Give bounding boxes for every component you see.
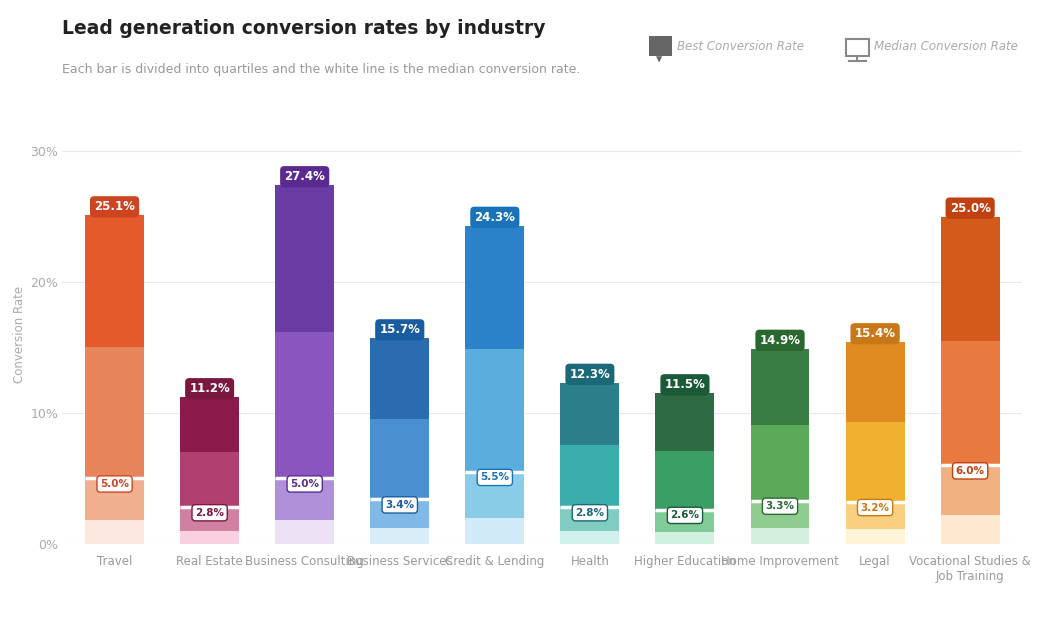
Bar xyxy=(371,338,430,419)
Text: 3.4%: 3.4% xyxy=(385,500,414,510)
Bar xyxy=(846,502,904,529)
Bar xyxy=(85,347,144,478)
Text: 5.0%: 5.0% xyxy=(100,479,129,489)
Bar xyxy=(275,332,334,478)
Bar xyxy=(181,452,239,507)
Text: Median Conversion Rate: Median Conversion Rate xyxy=(874,41,1018,53)
Bar xyxy=(561,531,620,544)
Bar xyxy=(750,501,810,528)
Bar xyxy=(181,507,239,531)
Bar xyxy=(561,507,620,531)
Bar xyxy=(846,342,904,422)
Text: 15.4%: 15.4% xyxy=(854,328,896,340)
Text: 5.0%: 5.0% xyxy=(291,479,320,489)
Bar xyxy=(371,528,430,544)
Bar xyxy=(465,349,524,472)
Bar xyxy=(750,349,810,424)
Bar xyxy=(655,510,714,532)
Bar xyxy=(846,422,904,502)
Bar xyxy=(465,226,524,349)
Text: 2.8%: 2.8% xyxy=(195,508,224,518)
Bar xyxy=(561,382,620,445)
Bar xyxy=(371,499,430,528)
Bar xyxy=(655,532,714,544)
Text: 11.5%: 11.5% xyxy=(664,378,706,391)
Text: 5.5%: 5.5% xyxy=(481,472,510,482)
Bar xyxy=(85,520,144,544)
Text: 25.0%: 25.0% xyxy=(950,202,990,214)
Bar xyxy=(275,478,334,520)
Text: 15.7%: 15.7% xyxy=(379,323,420,336)
Text: 25.1%: 25.1% xyxy=(94,201,135,213)
Text: 24.3%: 24.3% xyxy=(474,211,515,224)
Bar xyxy=(85,215,144,347)
Bar xyxy=(371,419,430,499)
Bar xyxy=(561,445,620,507)
Text: 3.2%: 3.2% xyxy=(861,503,890,512)
Bar xyxy=(940,465,1000,515)
Text: 2.8%: 2.8% xyxy=(575,508,604,518)
Text: 6.0%: 6.0% xyxy=(956,466,985,476)
Text: 27.4%: 27.4% xyxy=(284,170,325,183)
Text: 12.3%: 12.3% xyxy=(570,368,610,381)
Bar xyxy=(655,451,714,510)
Y-axis label: Conversion Rate: Conversion Rate xyxy=(13,286,26,383)
Bar xyxy=(465,518,524,544)
Bar xyxy=(940,217,1000,341)
Bar xyxy=(655,393,714,451)
Bar xyxy=(181,531,239,544)
Bar xyxy=(750,528,810,544)
Bar xyxy=(846,529,904,544)
Text: 3.3%: 3.3% xyxy=(765,501,794,511)
Bar xyxy=(275,185,334,332)
Text: 14.9%: 14.9% xyxy=(760,334,800,347)
Text: Lead generation conversion rates by industry: Lead generation conversion rates by indu… xyxy=(62,19,546,38)
Text: Each bar is divided into quartiles and the white line is the median conversion r: Each bar is divided into quartiles and t… xyxy=(62,62,580,76)
Text: 11.2%: 11.2% xyxy=(189,382,230,395)
Bar xyxy=(750,424,810,501)
Bar xyxy=(181,398,239,452)
Text: 2.6%: 2.6% xyxy=(671,511,700,521)
Text: Best Conversion Rate: Best Conversion Rate xyxy=(677,41,803,53)
Bar xyxy=(940,341,1000,465)
Bar xyxy=(275,520,334,544)
Bar xyxy=(85,478,144,520)
Bar xyxy=(940,515,1000,544)
Bar xyxy=(465,472,524,518)
